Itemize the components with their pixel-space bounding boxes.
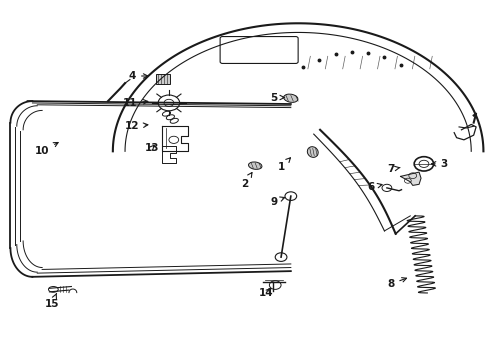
Ellipse shape [306, 147, 318, 157]
Text: 2: 2 [241, 172, 251, 189]
Text: 12: 12 [125, 121, 147, 131]
Text: 8: 8 [386, 278, 406, 289]
Text: 15: 15 [44, 293, 59, 309]
Ellipse shape [283, 94, 297, 102]
Text: 1: 1 [277, 158, 290, 172]
Circle shape [381, 184, 391, 192]
Text: 9: 9 [270, 197, 284, 207]
Bar [156, 74, 170, 84]
Text: 11: 11 [122, 98, 147, 108]
Text: 10: 10 [35, 143, 58, 156]
Polygon shape [400, 172, 420, 185]
Text: 4: 4 [128, 71, 147, 81]
Ellipse shape [248, 162, 262, 169]
Circle shape [285, 192, 296, 201]
Text: 7: 7 [386, 164, 399, 174]
Text: 13: 13 [144, 143, 159, 153]
Text: 6: 6 [367, 182, 381, 192]
Text: 5: 5 [269, 93, 284, 103]
Text: 3: 3 [430, 159, 447, 169]
Text: 14: 14 [259, 288, 273, 298]
Circle shape [275, 253, 286, 261]
